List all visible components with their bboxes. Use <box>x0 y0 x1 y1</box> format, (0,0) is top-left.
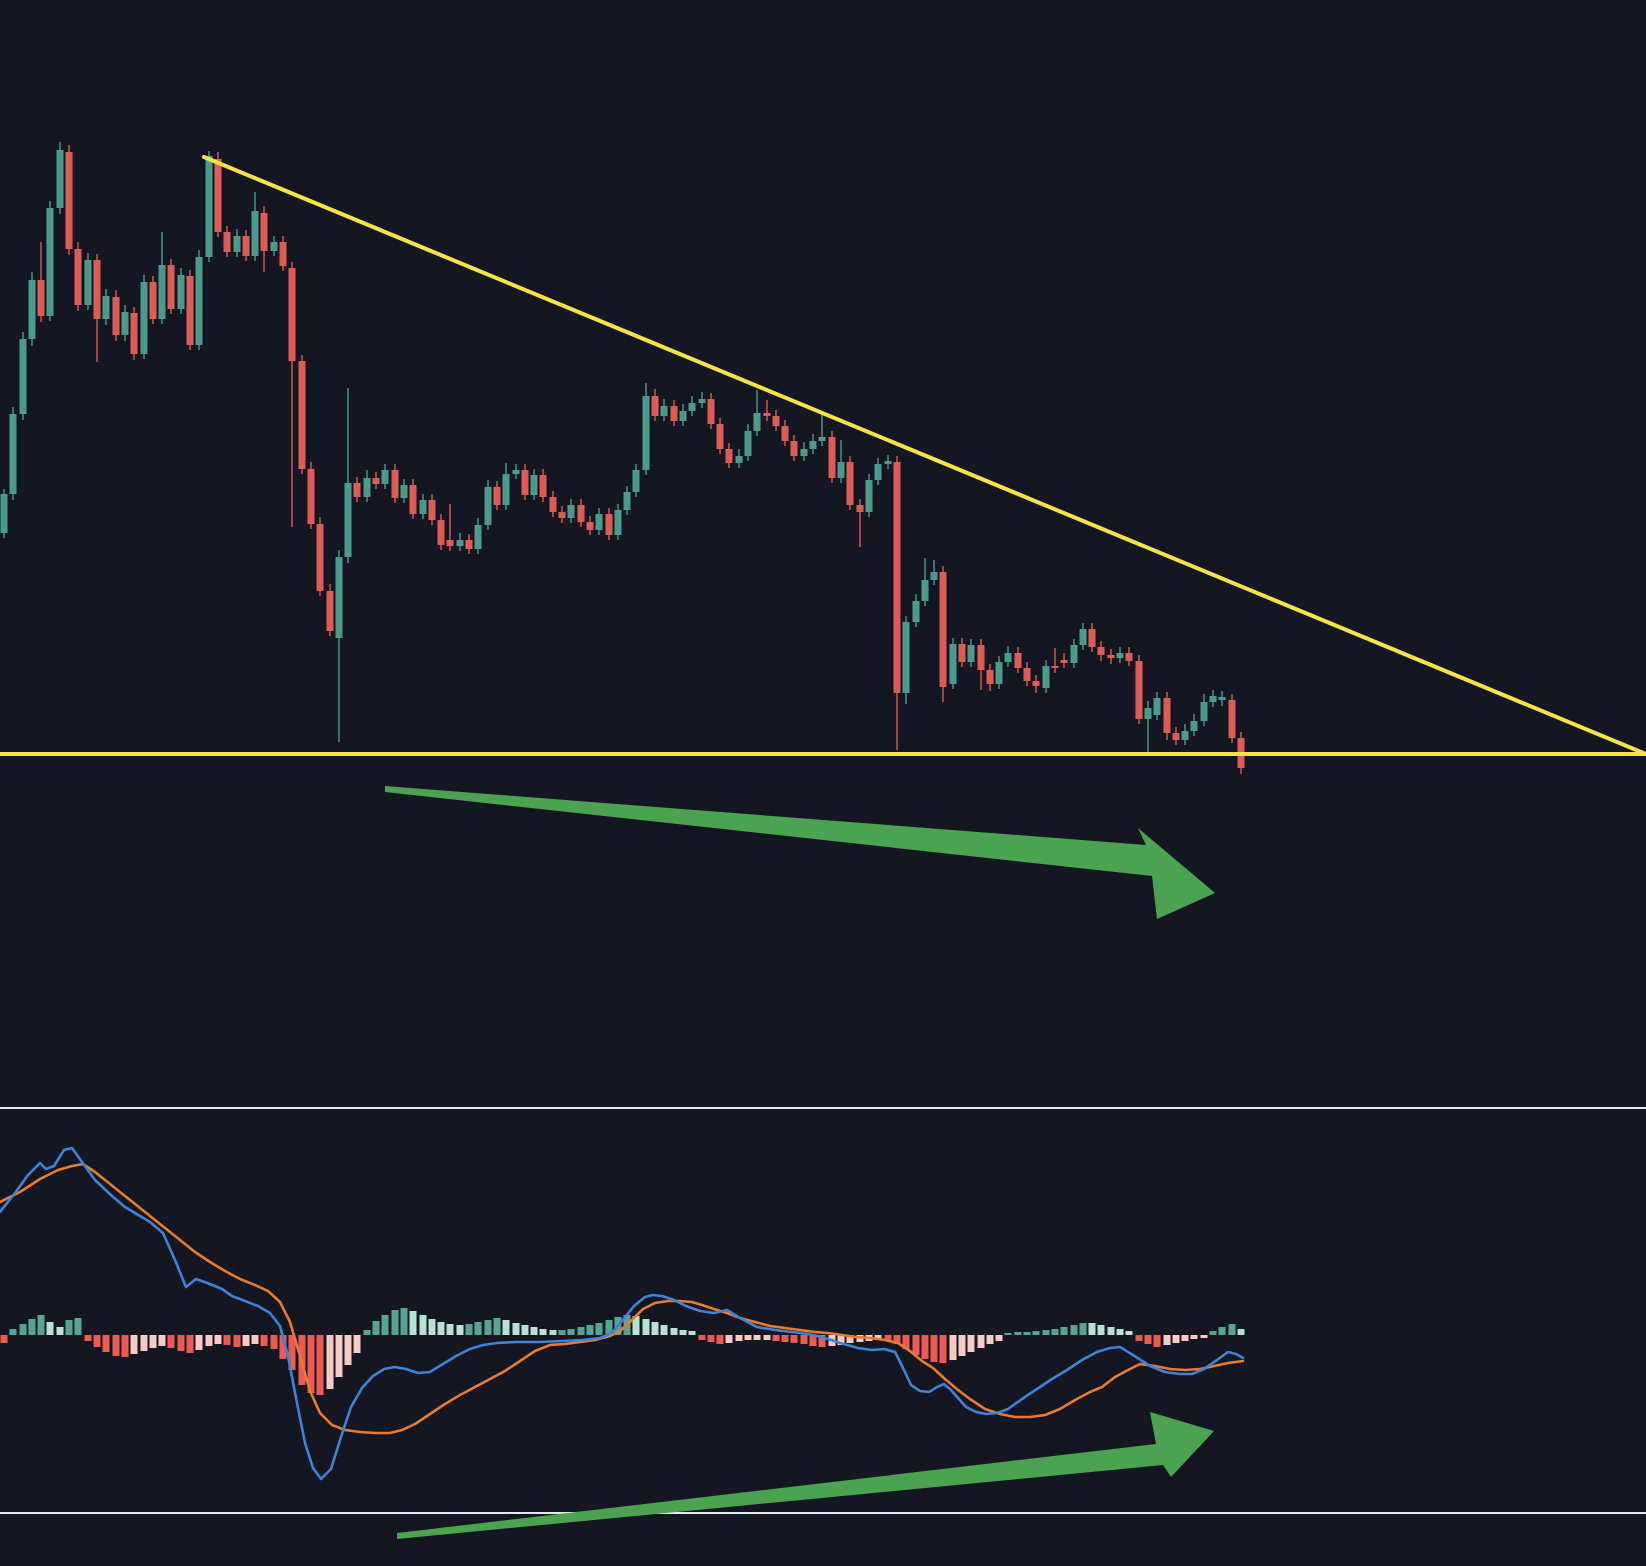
panel-divider-bottom[interactable] <box>0 1512 1646 1514</box>
macd-histogram <box>0 1308 1245 1395</box>
macd-panel <box>0 1146 1245 1539</box>
green-down-arrow-drawing[interactable] <box>385 786 1215 919</box>
macd-signal-line <box>0 1162 1245 1435</box>
price-panel <box>0 142 1646 919</box>
panel-divider-top[interactable] <box>0 1107 1646 1109</box>
descending-trendline-drawing[interactable] <box>202 155 1646 756</box>
macd-line <box>0 1146 1245 1481</box>
green-up-arrow-drawing[interactable] <box>397 1412 1214 1539</box>
